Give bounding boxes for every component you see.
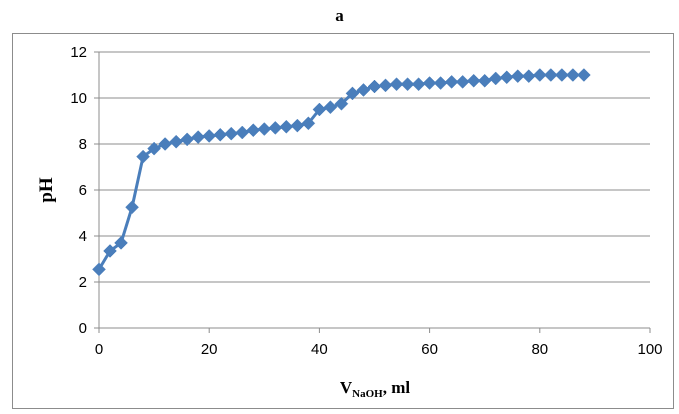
data-point — [147, 141, 161, 156]
data-point — [235, 125, 250, 140]
x-tick-label: 100 — [637, 341, 662, 358]
data-point — [92, 262, 106, 277]
data-point — [246, 123, 261, 138]
x-axis-title: VNaOH, ml — [340, 378, 411, 400]
x-tick-label: 40 — [311, 341, 328, 358]
data-point — [257, 122, 272, 136]
y-tick-label: 12 — [70, 44, 87, 61]
chart-frame — [12, 33, 674, 409]
x-axis-title-unit: , ml — [383, 378, 411, 397]
y-tick-label: 2 — [79, 274, 87, 291]
y-tick-label: 8 — [79, 136, 87, 153]
data-point — [566, 68, 580, 82]
y-tick-label: 10 — [70, 90, 87, 107]
data-point — [510, 69, 525, 84]
grid-layer — [99, 51, 650, 283]
data-point — [577, 68, 591, 82]
data-point — [488, 71, 503, 86]
series-layer — [92, 68, 591, 277]
data-point — [433, 76, 448, 90]
x-axis-title-main: V — [340, 378, 353, 397]
x-tick-label: 80 — [531, 341, 548, 358]
data-point — [411, 77, 426, 92]
data-point — [455, 75, 470, 89]
data-point — [389, 77, 404, 92]
data-point — [345, 86, 360, 101]
data-point — [499, 70, 514, 85]
data-point — [125, 200, 139, 215]
data-point — [378, 78, 393, 93]
data-point — [521, 69, 536, 84]
y-tick-label: 6 — [79, 182, 87, 199]
x-tick-label: 20 — [201, 341, 218, 358]
y-tick-label: 0 — [79, 320, 87, 337]
data-point — [268, 121, 283, 135]
data-point — [191, 130, 206, 144]
data-point — [543, 68, 558, 82]
data-point — [290, 118, 305, 133]
x-axis-title-subscript: NaOH — [352, 388, 383, 400]
axis-layer: 0 2 4 6 8 10 12 0 20 40 60 80 100 — [70, 44, 662, 358]
data-point — [169, 134, 183, 149]
x-tick-label: 60 — [421, 341, 438, 358]
data-point — [301, 116, 316, 131]
data-point — [532, 68, 547, 82]
chart-title: a — [335, 6, 344, 25]
data-point — [422, 76, 437, 90]
data-point — [477, 73, 492, 88]
data-point — [323, 100, 338, 115]
y-tick-label: 4 — [79, 228, 87, 245]
data-point — [554, 68, 569, 82]
data-point — [114, 236, 128, 250]
data-point — [224, 126, 239, 141]
data-point — [334, 96, 349, 111]
x-tick-label: 0 — [95, 341, 103, 358]
y-axis-title: pH — [36, 177, 57, 203]
data-point — [279, 119, 294, 134]
data-point — [400, 77, 415, 92]
data-point — [103, 244, 117, 258]
data-point — [356, 83, 371, 97]
data-point — [466, 73, 481, 88]
data-point — [202, 129, 217, 143]
data-point — [136, 149, 150, 164]
data-point — [367, 79, 382, 94]
data-point — [444, 75, 459, 89]
data-point — [213, 127, 228, 142]
